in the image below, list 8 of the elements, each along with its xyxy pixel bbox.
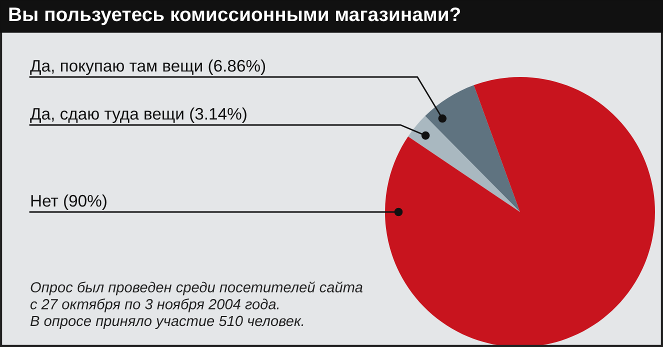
pie-slice xyxy=(425,85,520,212)
chart-title: Вы пользуетесь комиссионными магазинами? xyxy=(9,7,460,26)
pie-slice xyxy=(385,77,655,347)
pie-slice xyxy=(408,116,520,212)
text: Опрос был проведен среди посетителей сайта с 27 октября по 3 ноября 2004 года. В опросе приняло участие 510 человек. xyxy=(30,282,362,329)
slice-label: Да, сдаю туда вещи (3.14%) xyxy=(30,107,246,123)
slice-label: Да, покупаю там вещи (6.86%) xyxy=(30,59,266,75)
slice-label: Нет (90%) xyxy=(31,194,106,210)
